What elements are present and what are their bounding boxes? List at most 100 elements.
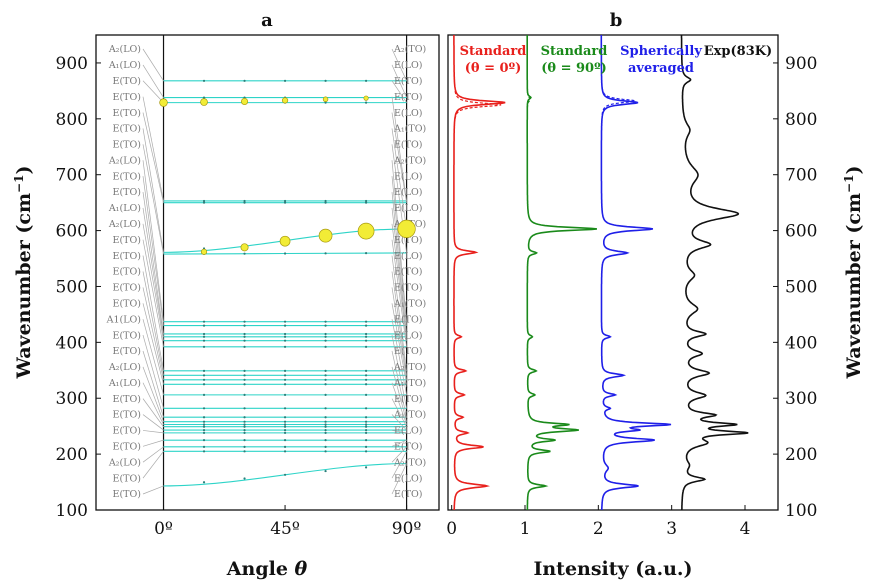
mode-dot	[202, 423, 206, 426]
mode-label-left: E(TO)	[113, 140, 141, 151]
mode-dot	[324, 450, 327, 453]
leader-left	[142, 128, 164, 253]
leader-left	[142, 255, 164, 371]
y-tick-label-left: 600	[56, 222, 88, 242]
mode-dot	[364, 335, 368, 338]
mode-dot	[243, 431, 246, 434]
mode-label-right: A₂(TO)	[393, 457, 426, 468]
mode-dot	[202, 324, 206, 327]
mode-dot	[364, 101, 368, 104]
mode-dot	[243, 425, 246, 428]
mode-dot	[324, 345, 327, 348]
mode-dot	[324, 320, 327, 323]
mode-label-left: A1(LO)	[106, 314, 141, 325]
y-tick-label-right: 400	[785, 333, 817, 353]
leader-right	[391, 191, 407, 335]
mode-dot	[283, 369, 287, 372]
leader-left	[142, 366, 164, 422]
y-axis-label-right: Wavenumber (cm−1)	[842, 166, 865, 380]
leader-left	[142, 414, 164, 431]
mode-dot	[364, 378, 368, 381]
mode-dot	[243, 407, 246, 410]
leader-right	[391, 398, 407, 427]
mode-dot	[243, 450, 246, 453]
mode-dot	[364, 428, 368, 432]
mode-label-left: A₂(LO)	[108, 219, 141, 230]
spectrum-dashed	[454, 90, 502, 119]
mode-label-left: A₁(LO)	[108, 203, 141, 214]
mode-dot	[324, 374, 327, 377]
mode-dot	[324, 378, 327, 381]
leader-left	[142, 160, 164, 322]
mode-dot	[283, 335, 287, 338]
leader-right	[391, 287, 407, 380]
mode-dot	[364, 252, 368, 255]
leader-right	[391, 239, 407, 347]
x-tick-label-b: 3	[666, 519, 677, 539]
intensity-bubble	[363, 95, 369, 101]
mode-label-right: E(LO)	[394, 473, 422, 484]
mode-dot	[283, 252, 287, 255]
mode-dot	[202, 481, 206, 484]
mode-label-right: A₁(TO)	[393, 378, 426, 389]
leader-left	[142, 446, 164, 463]
mode-dot	[202, 445, 206, 448]
mode-dot	[243, 320, 246, 323]
mode-dot	[324, 252, 327, 255]
mode-label-right: E(LO)	[394, 203, 422, 214]
mode-dot	[364, 420, 368, 423]
mode-dot	[283, 383, 287, 386]
mode-dot	[324, 420, 327, 423]
mode-dot	[324, 369, 327, 372]
x-tick-label-a: 45º	[270, 519, 300, 539]
mode-label-right: E(LO)	[394, 108, 422, 119]
y-tick-label-left: 500	[56, 277, 88, 297]
mode-label-right: E(TO)	[394, 346, 422, 357]
mode-dot	[283, 423, 287, 426]
leader-right	[391, 414, 407, 431]
leader-right	[391, 271, 407, 376]
mode-dot	[243, 79, 246, 82]
mode-dot	[243, 369, 246, 372]
mode-label-left: E(TO)	[113, 76, 141, 87]
leader-right	[391, 366, 407, 422]
mode-dot	[283, 345, 287, 348]
mode-dot	[202, 332, 206, 336]
intensity-bubble	[240, 97, 249, 106]
mode-label-right: A₁(TO)	[393, 124, 426, 135]
mode-dot	[243, 423, 246, 426]
mode-dot	[364, 320, 368, 323]
leader-right	[391, 451, 407, 479]
mode-dot	[243, 477, 246, 480]
mode-dot	[364, 445, 368, 448]
y-tick-label-left: 200	[56, 445, 88, 465]
mode-label-left: E(TO)	[113, 283, 141, 294]
mode-label-left: E(TO)	[113, 108, 141, 119]
y-tick-label-right: 900	[785, 54, 817, 74]
legend-red-line2: (θ = 0º)	[465, 61, 521, 76]
mode-label-left: E(TO)	[113, 410, 141, 421]
mode-dot	[364, 466, 368, 469]
leader-left	[142, 334, 164, 409]
mode-dot	[324, 423, 327, 426]
mode-dot	[364, 450, 368, 453]
mode-dot	[202, 431, 206, 434]
mode-dot	[283, 374, 287, 377]
mode-dot	[364, 393, 368, 396]
mode-dot	[243, 445, 246, 448]
leader-left	[142, 319, 164, 395]
leader-left	[142, 303, 164, 385]
leader-right	[391, 176, 407, 326]
mode-dot	[324, 416, 327, 419]
panel-a-label: a	[261, 10, 273, 31]
mode-label-right: E(TO)	[394, 394, 422, 405]
mode-label-left: E(TO)	[113, 346, 141, 357]
intensity-bubble	[357, 222, 375, 240]
x-axis-label-a: Angle θ	[226, 558, 308, 580]
mode-dot	[364, 407, 368, 410]
leader-left	[142, 350, 164, 418]
panel-b-plot	[453, 35, 749, 510]
mode-label-right: E(LO)	[394, 171, 422, 182]
mode-dot	[243, 420, 246, 423]
mode-dot	[364, 79, 368, 82]
